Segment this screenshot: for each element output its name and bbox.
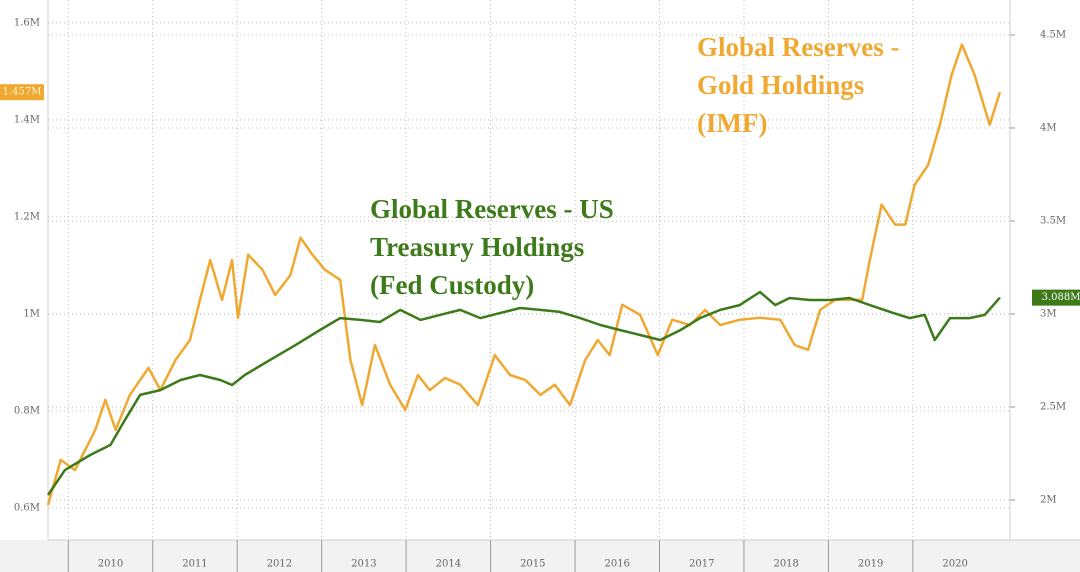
x-tick-label: 2013	[351, 559, 376, 570]
series-line	[46, 290, 1001, 496]
end-value-label: 1.457M	[3, 87, 42, 98]
x-axis-band	[0, 540, 1080, 572]
x-tick-label: 2011	[182, 559, 207, 570]
y-tick-label: 1.4M	[14, 114, 40, 125]
y-tick-label: 0.6M	[14, 502, 40, 513]
x-tick-label: 2012	[267, 559, 292, 570]
y-tick-label: 1.6M	[14, 17, 40, 28]
end-value-box	[1032, 289, 1080, 306]
y2-tick-label: 4M	[1040, 122, 1057, 133]
series-line	[46, 43, 1002, 506]
x-tick-label: 2018	[773, 559, 798, 570]
x-tick-label: 2017	[689, 559, 714, 570]
x-tick-label: 2014	[436, 559, 461, 570]
y2-tick-label: 4.5M	[1040, 29, 1066, 40]
x-tick-label: 2010	[98, 559, 123, 570]
y-tick-label: 1.2M	[14, 211, 40, 222]
y-tick-label: 0.8M	[14, 405, 40, 416]
y-tick-label: 1M	[23, 308, 40, 319]
annotation: (IMF)	[697, 108, 767, 138]
y2-tick-label: 3.5M	[1040, 215, 1066, 226]
annotation: Treasury Holdings	[370, 232, 584, 262]
x-tick-label: 2019	[858, 559, 883, 570]
y2-tick-label: 3M	[1040, 308, 1057, 319]
end-value-label: 3.088M	[1042, 292, 1080, 303]
annotation: Gold Holdings	[697, 70, 864, 100]
end-value-box	[0, 84, 44, 101]
y2-tick-label: 2M	[1040, 495, 1057, 506]
annotation: Global Reserves -	[697, 32, 899, 62]
annotation: Global Reserves - US	[370, 194, 614, 224]
x-tick-label: 2016	[605, 559, 630, 570]
x-tick-label: 2015	[520, 559, 545, 570]
y2-tick-label: 2.5M	[1040, 401, 1066, 412]
annotation: (Fed Custody)	[370, 270, 534, 300]
x-tick-label: 2020	[942, 559, 967, 570]
